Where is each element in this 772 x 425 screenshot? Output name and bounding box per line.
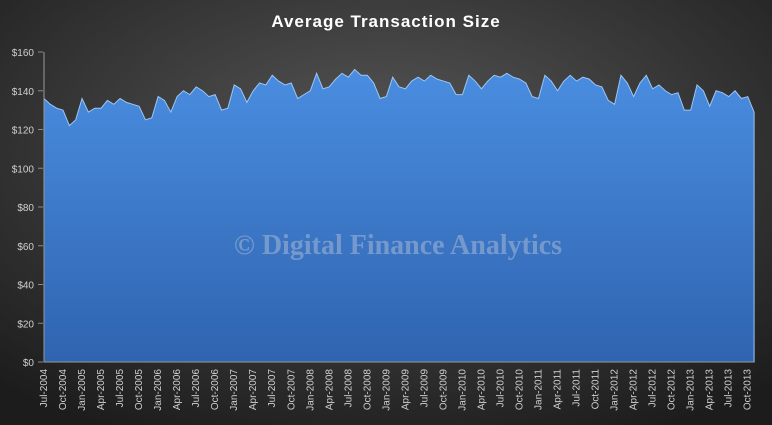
x-tick-label: Jul-2004 [39,369,50,408]
x-tick-label: Oct-2008 [362,369,373,411]
x-tick-label: Jul-2009 [419,369,430,408]
x-tick-label: Oct-2007 [286,369,297,411]
x-tick-label: Oct-2011 [591,369,602,410]
x-tick-label: Oct-2005 [134,369,145,411]
area [43,68,755,363]
x-tick-label: Apr-2012 [629,369,640,411]
x-tick-label: Jul-2008 [343,369,354,408]
y-tick-label: $0 [23,358,35,369]
x-tick-label: Apr-2005 [96,369,107,411]
x-tick-label: Oct-2012 [667,369,678,411]
x-tick-label: Jan-2010 [457,369,468,411]
x-tick-label: Jan-2009 [381,369,392,411]
x-tick-label: Jul-2006 [191,369,202,408]
y-tick-label: $40 [17,281,34,292]
x-tick-label: Apr-2011 [553,369,564,410]
x-tick-label: Jul-2012 [648,369,659,408]
y-tick-label: $80 [17,203,34,214]
x-tick-label: Oct-2013 [743,369,754,411]
x-tick-label: Jul-2007 [267,369,278,408]
x-tick-label: Jul-2005 [115,369,126,408]
watermark: © Digital Finance Analytics [234,230,562,261]
x-tick-label: Apr-2007 [248,369,259,411]
x-tick-label: Jan-2012 [610,369,621,411]
x-tick-label: Jul-2013 [724,369,735,408]
x-tick-label: Oct-2004 [58,369,69,411]
x-tick-label: Jan-2006 [153,369,164,411]
x-tick-label: Jan-2005 [77,369,88,411]
x-tick-label: Jan-2007 [229,369,240,411]
x-tick-label: Jan-2008 [305,369,316,411]
x-tick-label: Jul-2011 [572,369,583,407]
x-tick-label: Apr-2006 [172,369,183,411]
x-tick-label: Apr-2013 [705,369,716,411]
x-tick-label: Oct-2006 [210,369,221,411]
x-tick-label: Oct-2009 [438,369,449,411]
x-tick-label: Apr-2008 [324,369,335,411]
x-tick-label: Apr-2010 [476,369,487,411]
y-tick-label: $100 [12,164,35,175]
chart-title: Average Transaction Size [271,12,500,31]
x-tick-label: Jan-2013 [686,369,697,411]
y-tick-label: $140 [12,87,35,98]
y-tick-label: $20 [17,319,34,330]
y-tick-label: $120 [12,126,35,137]
y-tick-label: $60 [17,242,34,253]
x-tick-label: Jul-2010 [495,369,506,408]
x-tick-label: Apr-2009 [400,369,411,411]
y-tick-label: $160 [12,48,35,59]
x-tick-label: Jan-2011 [534,369,545,410]
x-tick-label: Oct-2010 [515,369,526,411]
